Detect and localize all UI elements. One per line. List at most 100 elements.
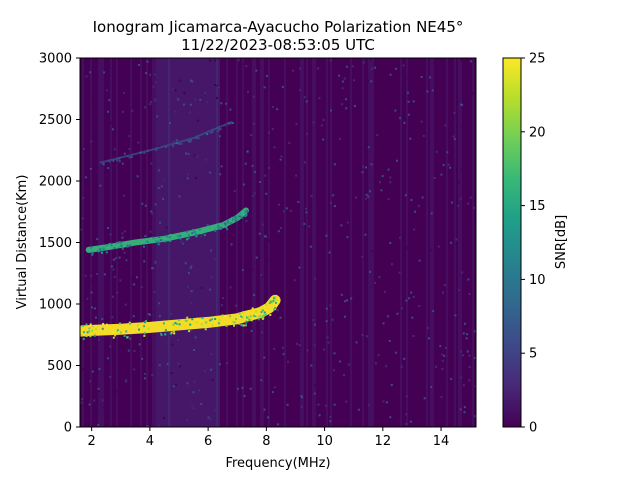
trace-pixel <box>147 327 150 330</box>
noise-speck <box>285 207 288 210</box>
noise-speck <box>452 135 455 138</box>
noise-speck <box>396 159 398 162</box>
trace-pixel <box>129 244 132 247</box>
noise-speck <box>453 138 456 141</box>
noise-speck <box>250 330 253 332</box>
noise-streak <box>354 58 356 427</box>
noise-speck <box>101 399 104 402</box>
noise-speck <box>241 269 244 272</box>
noise-speck <box>83 148 86 150</box>
noise-speck <box>179 365 182 368</box>
noise-speck <box>329 304 332 307</box>
noise-streak <box>472 58 474 427</box>
trace-pixel <box>93 334 96 337</box>
colorbar-tick-label: 10 <box>529 273 546 288</box>
trace-pixel <box>231 122 234 124</box>
noise-speck <box>96 272 98 275</box>
noise-speck <box>441 367 444 370</box>
noise-speck <box>394 351 397 354</box>
noise-speck <box>339 360 342 363</box>
noise-speck <box>90 291 93 294</box>
noise-speck <box>189 103 192 106</box>
x-tick-label: 10 <box>316 434 333 449</box>
noise-speck <box>170 313 173 316</box>
noise-speck <box>407 100 410 103</box>
noise-speck <box>86 297 89 300</box>
noise-speck <box>268 167 270 169</box>
noise-streak <box>386 58 388 427</box>
trace-pixel <box>126 336 129 339</box>
trace-pixel <box>144 321 146 324</box>
noise-speck <box>462 332 465 335</box>
noise-speck <box>273 347 276 350</box>
noise-speck <box>308 203 311 206</box>
noise-speck <box>365 193 368 196</box>
noise-speck <box>247 90 249 93</box>
noise-speck <box>105 89 108 92</box>
trace-pixel <box>177 235 180 237</box>
trace-pixel <box>116 241 118 244</box>
noise-speck <box>186 173 189 176</box>
trace-pixel <box>275 304 278 307</box>
noise-speck <box>186 419 189 421</box>
trace-pixel <box>143 245 145 248</box>
trace-pixel <box>154 240 157 243</box>
noise-speck <box>111 316 114 319</box>
trace-pixel <box>125 330 128 333</box>
noise-speck <box>369 58 372 61</box>
noise-speck <box>186 382 189 385</box>
noise-speck <box>312 121 315 124</box>
noise-speck <box>291 298 294 301</box>
trace-pixel <box>225 226 228 229</box>
noise-speck <box>303 222 306 225</box>
noise-speck <box>431 89 434 92</box>
noise-speck <box>327 341 330 344</box>
noise-speck <box>123 152 126 155</box>
noise-speck <box>413 326 416 329</box>
noise-speck <box>467 202 470 205</box>
noise-speck <box>154 81 157 84</box>
chart-title: Ionogram Jicamarca-Ayacucho Polarization… <box>93 18 464 36</box>
noise-speck <box>112 128 114 131</box>
noise-speck <box>214 409 217 412</box>
trace-pixel <box>239 212 241 215</box>
noise-speck <box>365 335 368 338</box>
trace-pixel <box>187 234 190 237</box>
noise-speck <box>261 331 263 334</box>
noise-speck <box>133 350 136 353</box>
noise-speck <box>199 98 202 101</box>
noise-speck <box>216 85 219 87</box>
trace-pixel <box>195 137 197 139</box>
trace-pixel <box>258 315 261 318</box>
trace-pixel <box>254 314 257 317</box>
noise-speck <box>308 286 311 289</box>
noise-speck <box>331 318 334 321</box>
noise-speck <box>175 139 178 142</box>
trace-pixel <box>179 234 182 237</box>
noise-speck <box>417 204 420 207</box>
noise-speck <box>113 195 116 198</box>
noise-speck <box>211 378 214 381</box>
noise-speck <box>237 59 240 62</box>
trace-pixel <box>160 334 163 337</box>
noise-speck <box>396 312 399 315</box>
noise-speck <box>260 273 263 276</box>
noise-speck <box>466 350 469 353</box>
noise-speck <box>332 194 335 197</box>
noise-speck <box>189 329 192 332</box>
noise-speck <box>192 407 195 410</box>
noise-speck <box>245 220 248 223</box>
trace-pixel <box>168 236 171 239</box>
trace-pixel <box>200 232 203 235</box>
colorbar-tick-label: 15 <box>529 199 546 214</box>
noise-speck <box>106 87 109 90</box>
noise-speck <box>255 69 258 72</box>
trace-pixel <box>169 234 172 237</box>
noise-speck <box>141 202 144 205</box>
noise-speck <box>174 110 177 113</box>
noise-speck <box>177 338 179 341</box>
noise-streak <box>212 58 214 427</box>
trace-pixel <box>178 319 181 322</box>
noise-speck <box>435 150 438 153</box>
noise-speck <box>246 341 249 344</box>
